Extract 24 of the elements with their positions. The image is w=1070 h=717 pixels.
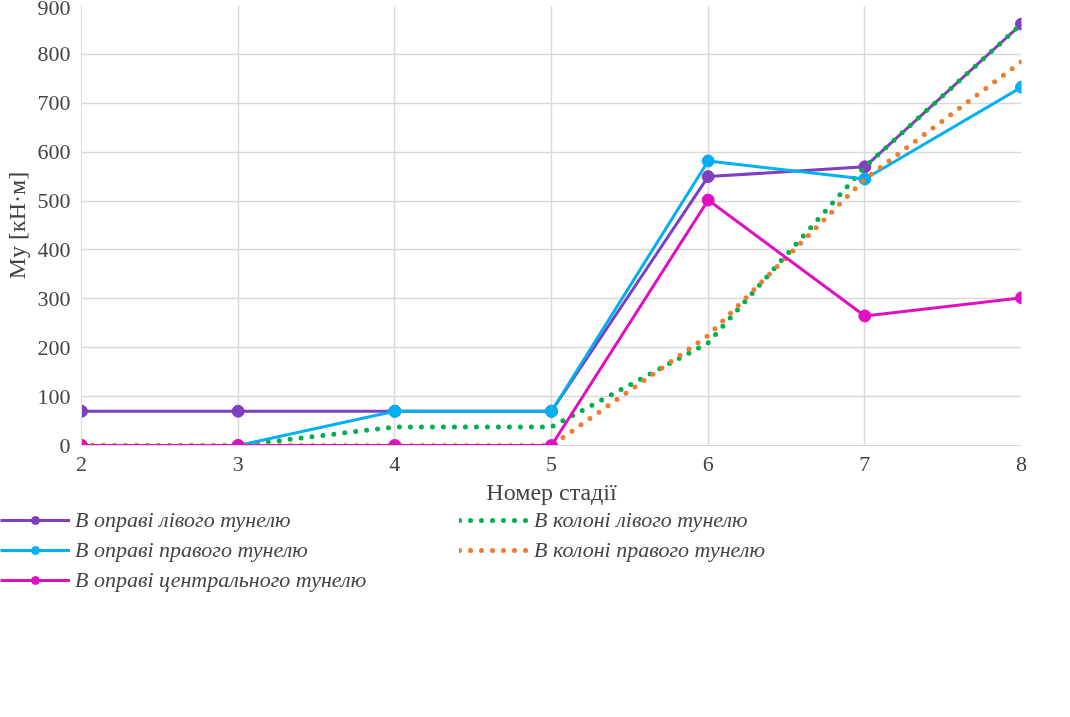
y-tick-label: 500 bbox=[37, 188, 71, 214]
legend-label: В колоні лівого тунелю bbox=[534, 507, 749, 533]
x-tick-label: 4 bbox=[389, 450, 401, 476]
y-tick-label: 800 bbox=[37, 41, 71, 67]
x-tick-label: 7 bbox=[859, 450, 871, 476]
legend-label: В оправі лівого тунелю bbox=[75, 507, 292, 533]
x-tick-label: 2 bbox=[76, 450, 87, 476]
y-tick-label: 100 bbox=[37, 383, 71, 409]
x-tick-label: 8 bbox=[1016, 450, 1027, 476]
y-tick-label: 200 bbox=[37, 334, 71, 360]
legend-label: В колоні правого тунелю bbox=[534, 537, 766, 563]
legend-label: В оправі правого тунелю bbox=[75, 537, 309, 563]
y-tick-label: 400 bbox=[37, 236, 71, 262]
x-axis-title: Номер стадії bbox=[486, 478, 618, 505]
y-tick-label: 900 bbox=[37, 0, 71, 20]
x-tick-label: 3 bbox=[232, 450, 244, 476]
x-tick-label: 5 bbox=[546, 450, 557, 476]
y-tick-label: 300 bbox=[37, 285, 71, 311]
x-tick-label: 6 bbox=[702, 450, 714, 476]
legend-label: В оправі центрального тунелю bbox=[75, 567, 368, 593]
y-tick-label: 0 bbox=[59, 432, 71, 458]
y-axis-title: My [кН·м] bbox=[3, 171, 30, 280]
y-tick-label: 600 bbox=[37, 139, 71, 165]
y-tick-label: 700 bbox=[37, 90, 71, 116]
